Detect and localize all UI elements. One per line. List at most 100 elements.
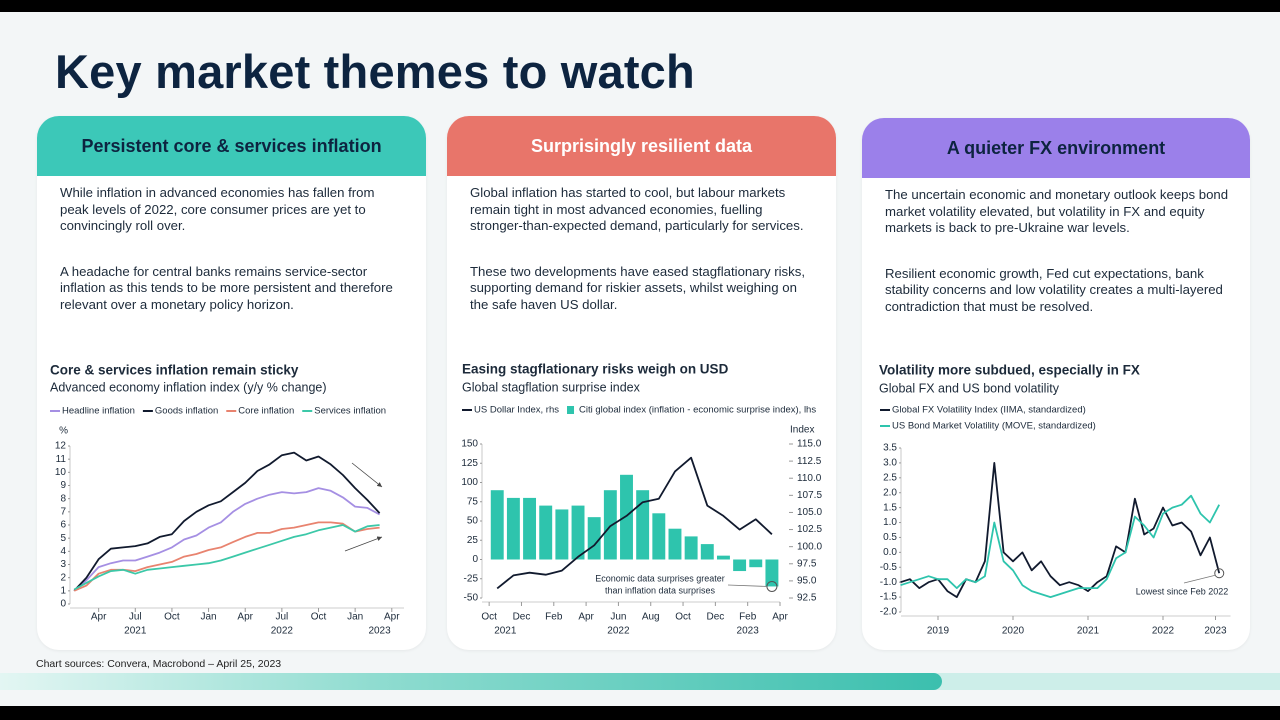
y-tick-label: 12 [55, 441, 67, 452]
y-tick-label: -2.0 [880, 607, 898, 618]
y-tick-label: 0 [60, 599, 66, 610]
chart-title: Easing stagflationary risks weigh on USD [462, 362, 729, 377]
x-tick-label: Oct [675, 612, 691, 623]
x-tick-label: Apr [384, 612, 400, 623]
line-series [73, 524, 380, 591]
paragraph: Global inflation has started to cool, bu… [470, 185, 804, 233]
y-tick-label: 125 [461, 458, 478, 469]
chart-title: Core & services inflation remain sticky [50, 363, 299, 378]
bar [523, 497, 537, 560]
y2-tick-label: 92.5 [797, 593, 817, 604]
x-tick-label: Jul [129, 612, 142, 623]
top-bar [0, 0, 1280, 12]
y-tick-label: 4 [60, 546, 66, 557]
y2-tick-label: 110.0 [797, 473, 822, 484]
x-tick-label: Apr [237, 612, 253, 623]
y-tick-label: -0.5 [880, 562, 898, 573]
legend-label: Citi global index (inflation - economic … [579, 405, 816, 416]
y-tick-label: 5 [60, 533, 66, 544]
bar [506, 497, 520, 560]
bar [668, 528, 682, 560]
y-tick-label: 7 [60, 506, 66, 517]
chart-title: Volatility more subdued, especially in F… [879, 363, 1140, 378]
line-series [73, 451, 381, 592]
y2-tick-label: 102.5 [797, 524, 822, 535]
slide-title: Key market themes to watch [55, 45, 695, 98]
y-tick-label: 25 [467, 535, 479, 546]
bar [603, 490, 617, 560]
chart-subtitle: Advanced economy inflation index (y/y % … [50, 380, 327, 394]
x-tick-label: 2020 [1002, 626, 1025, 637]
y-tick-label: 2.0 [883, 487, 897, 498]
annotation-circle [1214, 568, 1225, 579]
y2-axis-label: Index [790, 425, 814, 436]
card-heading: A quieter FX environment [862, 118, 1250, 178]
line-series [900, 494, 1220, 598]
line-series [496, 456, 773, 590]
source-note: Chart sources: Convera, Macrobond – Apri… [36, 658, 282, 670]
x-tick-label: Apr [578, 612, 594, 623]
bar [652, 513, 666, 560]
arrow [351, 462, 383, 488]
y2-tick-label: 97.5 [797, 558, 817, 569]
card-body: The uncertain economic and monetary outl… [862, 178, 1250, 315]
arrow [344, 536, 383, 552]
legend-label: Global FX Volatility Index (IIMA, standa… [892, 405, 1086, 416]
y-tick-label: -1.0 [880, 577, 898, 588]
bar [684, 536, 698, 560]
y-tick-label: 0 [472, 554, 478, 565]
y2-tick-label: 115.0 [797, 439, 822, 450]
card: A quieter FX environment The uncertain e… [862, 118, 1250, 650]
card-heading: Persistent core & services inflation [37, 116, 426, 176]
card-body: While inflation in advanced economies ha… [37, 176, 426, 313]
bar [716, 555, 730, 560]
paragraph: A headache for central banks remains ser… [60, 263, 393, 312]
bar [620, 474, 633, 560]
legend-label: Core inflation [238, 406, 294, 417]
progress-fill [0, 673, 942, 690]
x-group-label: 2022 [271, 626, 294, 637]
bar [749, 559, 763, 568]
x-tick-label: Oct [311, 612, 327, 623]
y-tick-label: 150 [461, 439, 478, 450]
line-series [73, 487, 381, 592]
y-tick-label: -50 [464, 593, 479, 604]
paragraph: These two developments have eased stagfl… [470, 263, 805, 312]
y2-tick-label: 112.5 [797, 456, 822, 467]
x-tick-label: Apr [772, 612, 788, 623]
y-tick-label: 3.0 [883, 458, 897, 469]
annotation: than inflation data surprises [605, 585, 716, 595]
y-tick-label: 1.5 [883, 502, 897, 513]
y-tick-label: 2.5 [883, 472, 897, 483]
line-series [73, 521, 380, 592]
card: Persistent core & services inflation Whi… [37, 116, 426, 650]
progress-track [0, 673, 1280, 690]
paragraph: Resilient economic growth, Fed cut expec… [885, 265, 1223, 314]
x-tick-label: Apr [91, 612, 107, 623]
card-body: Global inflation has started to cool, bu… [447, 176, 836, 313]
line-series [900, 462, 1221, 598]
y-tick-label: 2 [60, 572, 66, 583]
x-tick-label: Jan [201, 612, 217, 623]
y-tick-label: -1.5 [880, 592, 898, 603]
x-group-label: 2021 [124, 626, 147, 637]
y-axis-label: % [59, 426, 68, 437]
paragraph: While inflation in advanced economies ha… [60, 185, 375, 233]
x-tick-label: Jan [347, 612, 363, 623]
y2-tick-label: 105.0 [797, 507, 822, 518]
legend-label: US Dollar Index, rhs [474, 405, 559, 416]
chart-subtitle: Global stagflation surprise index [462, 380, 641, 394]
annotation: Economic data surprises greater [595, 573, 725, 583]
x-tick-label: 2019 [927, 626, 950, 637]
chart-subtitle: Global FX and US bond volatility [879, 381, 1060, 395]
x-group-label: 2022 [607, 626, 630, 637]
x-tick-label: 2022 [1152, 626, 1175, 637]
annotation-leader [1183, 574, 1216, 584]
y-tick-label: 0.5 [883, 532, 897, 543]
bottom-bar [0, 706, 1280, 720]
y-tick-label: 1 [60, 585, 66, 596]
bar [636, 490, 650, 560]
x-tick-label: Feb [739, 612, 757, 623]
